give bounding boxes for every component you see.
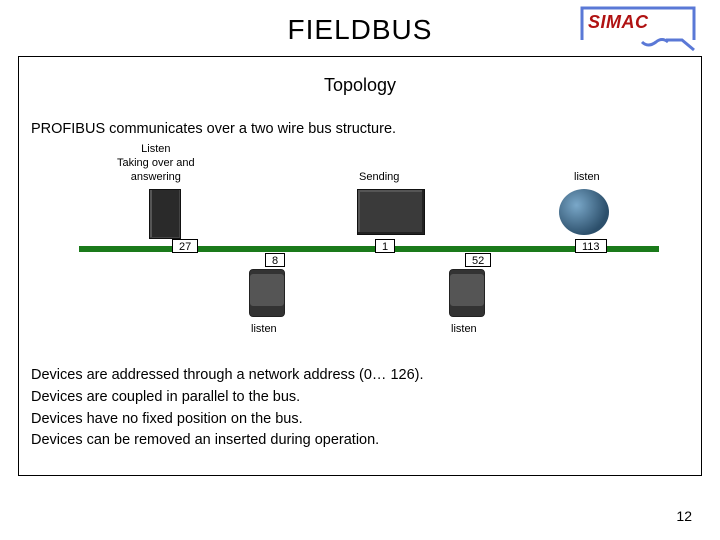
intro-text: PROFIBUS communicates over a two wire bu… [31, 121, 396, 137]
bus-diagram: Listen Taking over and answering 27 Send… [19, 143, 701, 343]
device-icon [149, 189, 181, 239]
address-tag: 113 [575, 239, 607, 253]
address-tag: 1 [375, 239, 395, 253]
device-label: listen [451, 323, 477, 337]
section-title: Topology [19, 75, 701, 96]
body-text: Devices are addressed through a network … [31, 365, 424, 452]
simac-logo: SIMAC [580, 6, 696, 52]
device-icon [559, 189, 609, 235]
device-label: listen [251, 323, 277, 337]
content-frame: Topology PROFIBUS communicates over a tw… [18, 56, 702, 476]
body-line: Devices are coupled in parallel to the b… [31, 387, 424, 409]
body-line: Devices have no fixed position on the bu… [31, 409, 424, 431]
address-tag: 27 [172, 239, 198, 253]
address-tag: 52 [465, 253, 491, 267]
device-label: Sending [359, 171, 399, 185]
device-label: listen [574, 171, 600, 185]
address-tag: 8 [265, 253, 285, 267]
device-icon [449, 269, 485, 317]
logo-text: SIMAC [588, 12, 649, 33]
device-icon [357, 189, 425, 235]
body-line: Devices can be removed an inserted durin… [31, 430, 424, 452]
body-line: Devices are addressed through a network … [31, 365, 424, 387]
page-number: 12 [676, 508, 692, 524]
device-label: Listen Taking over and answering [117, 143, 195, 184]
device-icon [249, 269, 285, 317]
bus-wire-b [79, 249, 659, 252]
